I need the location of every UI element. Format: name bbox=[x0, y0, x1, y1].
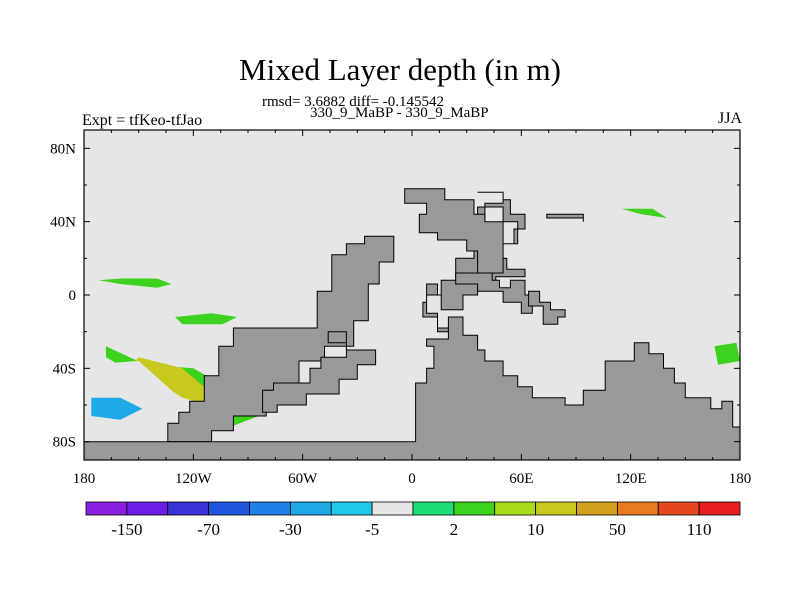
colorbar-box bbox=[494, 501, 537, 516]
colorbar-box bbox=[535, 501, 577, 516]
colorbar-box bbox=[576, 501, 618, 516]
colorbar-label: 110 bbox=[687, 520, 712, 539]
season-label: JJA bbox=[717, 110, 742, 127]
x-tick-label: 60E bbox=[509, 471, 533, 487]
land-north-land bbox=[404, 188, 504, 274]
y-tick-label: 0 bbox=[69, 288, 77, 304]
chart-subtitle: 330_9_MaBP - 330_9_MaBP bbox=[310, 105, 489, 121]
colorbar-box bbox=[371, 501, 414, 516]
y-tick-label: 40S bbox=[53, 361, 76, 377]
land-layer bbox=[84, 188, 740, 460]
colorbar-box bbox=[616, 501, 659, 516]
colorbar-box bbox=[208, 501, 250, 516]
anomaly-patch-0 bbox=[98, 278, 172, 288]
land-east-bar bbox=[546, 213, 584, 222]
y-tick-label: 80S bbox=[53, 435, 76, 451]
colorbar-label: -150 bbox=[111, 520, 142, 539]
land-central-land bbox=[455, 272, 533, 314]
colorbar-box bbox=[167, 501, 210, 516]
colorbar-box bbox=[289, 501, 332, 516]
colorbar-box bbox=[126, 501, 169, 516]
anomaly-layer bbox=[84, 208, 740, 427]
colorbar-box bbox=[85, 501, 128, 516]
land-south-east-land bbox=[528, 290, 566, 325]
rmsd-label: rmsd= 3.6882 diff= -0.145542 bbox=[262, 94, 445, 110]
anomaly-patch-3 bbox=[131, 357, 208, 405]
colorbar-label: 2 bbox=[450, 520, 459, 539]
y-tick-label: 80N bbox=[50, 141, 76, 157]
x-tick-label: 0 bbox=[408, 471, 416, 487]
colorbar-label: -70 bbox=[197, 520, 220, 539]
colorbar-label: -30 bbox=[279, 520, 302, 539]
x-tick-label: 180 bbox=[729, 471, 752, 487]
colorbar-box bbox=[453, 501, 496, 516]
colorbar-box bbox=[698, 501, 741, 516]
chart-title: Mixed Layer depth (in m) bbox=[239, 52, 561, 87]
colorbar-label: 50 bbox=[609, 520, 626, 539]
experiment-label: Expt = tfKeo-tfJao bbox=[82, 112, 203, 129]
anomaly-patch-5 bbox=[91, 397, 143, 420]
colorbar-box bbox=[657, 501, 700, 516]
colorbar-box bbox=[330, 501, 373, 516]
x-tick-label: 180 bbox=[73, 471, 96, 487]
x-tick-label: 120W bbox=[175, 471, 213, 487]
colorbar-label: 10 bbox=[527, 520, 544, 539]
anomaly-patch-7 bbox=[621, 208, 668, 218]
x-tick-label: 120E bbox=[615, 471, 647, 487]
x-tick-label: 60W bbox=[288, 471, 318, 487]
colorbar-box bbox=[412, 501, 455, 516]
anomaly-patch-10 bbox=[616, 328, 635, 339]
anomaly-patch-1 bbox=[175, 313, 238, 325]
anomaly-patch-8 bbox=[714, 342, 740, 365]
colorbar-box bbox=[249, 501, 291, 516]
y-tick-label: 40N bbox=[50, 215, 76, 231]
colorbar-label: -5 bbox=[365, 520, 379, 539]
land-antarctic-peninsula bbox=[262, 331, 377, 413]
